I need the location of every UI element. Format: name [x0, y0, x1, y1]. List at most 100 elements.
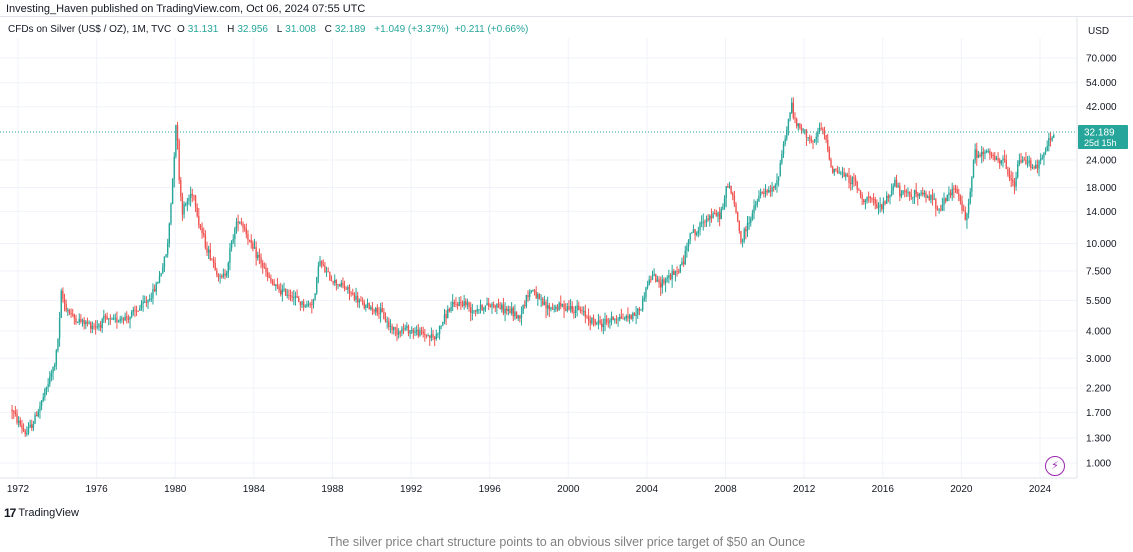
candle [772, 185, 775, 192]
candle [840, 170, 842, 176]
candle [689, 232, 691, 245]
candle [263, 262, 266, 269]
candle [414, 327, 416, 337]
candle [322, 259, 324, 267]
candle [738, 220, 740, 234]
candle [607, 317, 609, 328]
candle [463, 295, 465, 310]
candle [1036, 159, 1039, 174]
candle [635, 306, 637, 325]
candle [132, 306, 135, 316]
candle [895, 174, 898, 188]
candle [604, 312, 606, 332]
chart-frame [0, 16, 1133, 501]
candle [1026, 156, 1029, 168]
candle [735, 202, 737, 214]
candle [361, 297, 364, 306]
candle [203, 227, 205, 238]
candle [49, 371, 51, 387]
candle [872, 193, 875, 206]
candle [637, 308, 639, 319]
candle [211, 258, 213, 261]
candle [139, 305, 141, 311]
candle [376, 304, 379, 317]
candle [691, 231, 693, 234]
candle [465, 298, 467, 308]
candle [530, 290, 532, 294]
candle [13, 409, 15, 419]
candle [186, 197, 189, 212]
candle [1005, 154, 1007, 169]
candle [296, 289, 298, 298]
candle [94, 320, 97, 335]
candle [497, 298, 500, 308]
candle [242, 221, 244, 233]
candle [694, 228, 696, 241]
candle [560, 295, 562, 310]
candle [284, 288, 287, 296]
candle [370, 305, 372, 311]
candle [40, 400, 43, 411]
candle [424, 329, 426, 342]
candle [732, 191, 734, 201]
candle [959, 194, 962, 205]
candle [913, 189, 916, 205]
candle [648, 275, 650, 286]
y-tick-label: 1.300 [1086, 433, 1111, 444]
candle [19, 417, 21, 427]
candle [849, 175, 852, 191]
candle [623, 316, 626, 321]
candle [469, 302, 472, 322]
candle [301, 300, 303, 309]
candle [583, 306, 585, 316]
candle [730, 185, 732, 195]
candle [451, 294, 454, 312]
candle [461, 300, 464, 308]
candle [401, 326, 403, 337]
candle [345, 286, 347, 290]
candle [350, 291, 352, 297]
x-tick-label: 1996 [479, 484, 502, 495]
lightning-icon[interactable]: ⚡ [1045, 456, 1065, 476]
candle [340, 280, 343, 288]
candle [304, 304, 306, 308]
candle [564, 303, 567, 312]
candle [129, 316, 131, 329]
candle [121, 315, 123, 323]
candle [561, 303, 564, 308]
candle [825, 134, 827, 144]
candle [646, 280, 649, 290]
candle [447, 305, 449, 319]
candle [163, 256, 166, 272]
candle [422, 326, 424, 338]
candle [861, 192, 863, 206]
candle [510, 302, 513, 316]
tradingview-brand[interactable]: 17 TradingView [4, 506, 79, 520]
candle [845, 172, 847, 181]
candle [812, 140, 814, 150]
candle [677, 268, 680, 275]
candle [589, 315, 591, 331]
candle [50, 369, 53, 382]
candle [538, 293, 541, 300]
candle [240, 217, 243, 226]
candle [506, 305, 508, 315]
x-tick-label: 1980 [164, 484, 187, 495]
candle [810, 135, 813, 144]
candle [961, 195, 963, 214]
candle [764, 184, 767, 198]
candle [335, 279, 338, 291]
candle [741, 238, 744, 248]
candle [288, 289, 290, 300]
candle [681, 257, 683, 266]
x-tick-label: 2000 [557, 484, 580, 495]
candle [605, 315, 608, 326]
candle [397, 328, 400, 339]
currency-label: USD [1088, 26, 1109, 37]
candle [736, 211, 739, 223]
candle [781, 150, 783, 165]
candle [499, 301, 501, 310]
candle [258, 248, 261, 265]
